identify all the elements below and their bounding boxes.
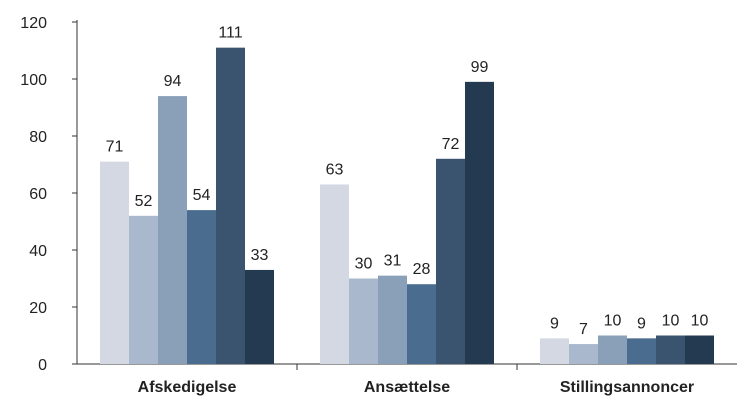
y-tick-label: 20 [29, 300, 47, 317]
bar [569, 344, 598, 364]
bar-value-label: 7 [579, 321, 588, 338]
bar-value-label: 28 [413, 261, 431, 278]
x-category-label: Ansættelse [364, 379, 450, 396]
bar [540, 338, 569, 364]
x-axis: Afskedigelse Ansættelse Stillingsannoncer [77, 363, 737, 396]
bar-value-label: 99 [471, 59, 489, 76]
x-category-label: Stillingsannoncer [560, 379, 694, 396]
bar [245, 269, 274, 364]
bar [627, 338, 656, 364]
bar-value-label: 10 [691, 313, 709, 330]
y-axis: 0 20 40 60 80 100 120 [20, 15, 78, 374]
bar-value-label: 9 [550, 315, 559, 332]
bar [407, 284, 436, 364]
bar [187, 210, 216, 364]
bar [378, 275, 407, 364]
bar-value-label: 33 [251, 247, 269, 264]
bar [465, 81, 494, 364]
y-tick-label: 40 [29, 243, 47, 260]
bar [349, 278, 378, 364]
bar-value-label: 71 [106, 139, 124, 156]
bar-value-label: 52 [135, 193, 153, 210]
y-tick-label: 60 [29, 186, 47, 203]
bar-value-label: 72 [442, 136, 460, 153]
bar [158, 96, 187, 364]
bar-value-label: 63 [326, 161, 344, 178]
y-tick-label: 120 [20, 15, 47, 32]
bar [656, 335, 685, 364]
bar-value-label: 10 [662, 313, 680, 330]
bar [436, 158, 465, 364]
bar [598, 335, 627, 364]
bar [320, 184, 349, 364]
bar-value-label: 30 [355, 256, 373, 273]
bar-value-label: 31 [384, 253, 402, 270]
bar [685, 335, 714, 364]
y-tick-label: 100 [20, 72, 47, 89]
bar-value-label: 94 [164, 73, 182, 90]
bar-value-label: 111 [218, 25, 242, 42]
bars [100, 47, 714, 365]
y-tick-label: 0 [38, 357, 47, 374]
bar-value-label: 54 [193, 187, 211, 204]
y-tick-label: 80 [29, 129, 47, 146]
bar [129, 215, 158, 364]
bar [100, 161, 129, 364]
bar-value-label: 10 [604, 313, 622, 330]
x-category-label: Afskedigelse [138, 379, 237, 396]
bar [216, 47, 245, 365]
bar-value-label: 9 [637, 315, 646, 332]
